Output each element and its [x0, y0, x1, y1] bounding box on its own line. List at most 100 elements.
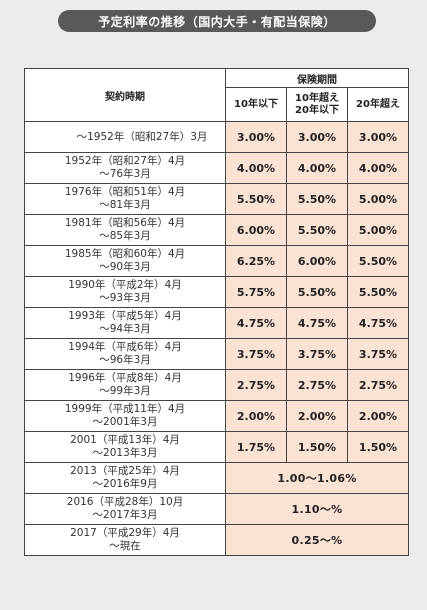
rate-cell: 2.75%	[346, 369, 410, 401]
period-line2: ～96年3月	[99, 354, 151, 366]
period-cell: 1985年（昭和60年）4月 ～90年3月	[24, 245, 226, 277]
rate-cell: 4.75%	[346, 307, 410, 339]
table-row: 1990年（平成2年）4月 ～93年3月 5.75% 5.50% 5.50%	[24, 276, 410, 308]
table-row: ～1952年（昭和27年）3月 3.00% 3.00% 3.00%	[24, 121, 410, 153]
rate-cell: 4.00%	[346, 152, 410, 184]
period-line2: ～現在	[109, 540, 141, 552]
rate-cell: 2.75%	[225, 369, 287, 401]
table-row: 2001（平成13年）4月 ～2013年3月 1.75% 1.50% 1.50%	[24, 431, 410, 463]
rate-cell: 2.00%	[225, 400, 287, 432]
table-row: 2016（平成28年）10月 ～2017年3月 1.10～%	[24, 493, 410, 525]
rate-cell: 1.50%	[286, 431, 348, 463]
rate-cell: 2.00%	[286, 400, 348, 432]
rate-cell: 3.00%	[346, 121, 410, 153]
period-line1: 2013（平成25年）4月	[70, 465, 180, 477]
rate-cell: 6.25%	[225, 245, 287, 277]
header-coverage: 保険期間	[224, 68, 410, 88]
period-cell: 2013（平成25年）4月 ～2016年9月	[24, 462, 226, 494]
period-line1: 1990年（平成2年）4月	[68, 279, 182, 291]
table-row: 1994年（平成6年）4月 ～96年3月 3.75% 3.75% 3.75%	[24, 338, 410, 370]
period-line1: 1994年（平成6年）4月	[68, 341, 182, 353]
period-line1: 1981年（昭和56年）4月	[64, 217, 186, 229]
table-row: 1996年（平成8年）4月 ～99年3月 2.75% 2.75% 2.75%	[24, 369, 410, 401]
rate-cell: 1.75%	[225, 431, 287, 463]
rate-cell: 6.00%	[286, 245, 348, 277]
period-line1: 2016（平成28年）10月	[66, 496, 184, 508]
rate-cell: 5.75%	[225, 276, 287, 308]
header-col-10-20y-line1: 10年超え	[295, 92, 339, 104]
period-line1: 1993年（平成5年）4月	[68, 310, 182, 322]
period-line2: ～90年3月	[99, 261, 151, 273]
rate-cell: 6.00%	[225, 214, 287, 246]
rate-cell: 4.75%	[225, 307, 287, 339]
rate-cell: 3.75%	[286, 338, 348, 370]
rate-cell: 4.00%	[286, 152, 348, 184]
page-title: 予定利率の推移（国内大手・有配当保険）	[58, 10, 376, 32]
period-cell: 1976年（昭和51年）4月 ～81年3月	[24, 183, 226, 215]
period-line1: 2001（平成13年）4月	[70, 434, 180, 446]
rate-cell: 4.00%	[225, 152, 287, 184]
table-row: 1981年（昭和56年）4月 ～85年3月 6.00% 5.50% 5.00%	[24, 214, 410, 246]
table-row: 1976年（昭和51年）4月 ～81年3月 5.50% 5.50% 5.00%	[24, 183, 410, 215]
table-row: 1952年（昭和27年）4月 ～76年3月 4.00% 4.00% 4.00%	[24, 152, 410, 184]
period-line2: ～85年3月	[99, 230, 151, 242]
period-line2: ～2013年3月	[92, 447, 158, 459]
rate-cell-merged: 0.25～%	[224, 524, 410, 556]
rate-cell: 1.50%	[346, 431, 410, 463]
rate-cell: 3.75%	[225, 338, 287, 370]
table-row: 1999年（平成11年）4月 ～2001年3月 2.00% 2.00% 2.00…	[24, 400, 410, 432]
rate-cell: 5.00%	[346, 214, 410, 246]
period-line2: ～99年3月	[99, 385, 151, 397]
rate-cell-merged: 1.00～1.06%	[224, 462, 410, 494]
period-line2: ～81年3月	[99, 199, 151, 211]
rate-cell: 5.50%	[286, 183, 348, 215]
header-col-10-20y: 10年超え 20年以下	[286, 87, 348, 122]
period-line1: 1999年（平成11年）4月	[64, 403, 186, 415]
period-cell: 1981年（昭和56年）4月 ～85年3月	[24, 214, 226, 246]
rate-cell: 5.50%	[346, 245, 410, 277]
table-row: 2017（平成29年）4月 ～現在 0.25～%	[24, 524, 410, 556]
rate-cell: 5.50%	[225, 183, 287, 215]
header-col-10-20y-line2: 20年以下	[295, 104, 339, 116]
rate-cell: 3.00%	[225, 121, 287, 153]
rate-cell: 5.50%	[346, 276, 410, 308]
rate-cell-merged: 1.10～%	[224, 493, 410, 525]
table-row: 1993年（平成5年）4月 ～94年3月 4.75% 4.75% 4.75%	[24, 307, 410, 339]
table-row: 1985年（昭和60年）4月 ～90年3月 6.25% 6.00% 5.50%	[24, 245, 410, 277]
rate-cell: 5.50%	[286, 214, 348, 246]
period-line1: 1985年（昭和60年）4月	[64, 248, 186, 260]
rate-cell: 5.00%	[346, 183, 410, 215]
period-line2: ～76年3月	[99, 168, 151, 180]
period-cell: 1996年（平成8年）4月 ～99年3月	[24, 369, 226, 401]
period-line2: ～94年3月	[99, 323, 151, 335]
period-line2: ～93年3月	[99, 292, 151, 304]
period-line1: 1952年（昭和27年）4月	[64, 155, 186, 167]
rate-cell: 2.75%	[286, 369, 348, 401]
rate-cell: 2.00%	[346, 400, 410, 432]
period-cell: 1999年（平成11年）4月 ～2001年3月	[24, 400, 226, 432]
table-row: 2013（平成25年）4月 ～2016年9月 1.00～1.06%	[24, 462, 410, 494]
period-line1: 1976年（昭和51年）4月	[64, 186, 186, 198]
rate-cell: 5.50%	[286, 276, 348, 308]
rate-cell: 3.00%	[286, 121, 348, 153]
rate-cell: 4.75%	[286, 307, 348, 339]
period-line1: 2017（平成29年）4月	[70, 527, 180, 539]
period-cell: 2016（平成28年）10月 ～2017年3月	[24, 493, 226, 525]
period-cell: 1990年（平成2年）4月 ～93年3月	[24, 276, 226, 308]
period-cell: 1994年（平成6年）4月 ～96年3月	[24, 338, 226, 370]
period-line2: ～2016年9月	[92, 478, 158, 490]
period-line1: 1996年（平成8年）4月	[68, 372, 182, 384]
period-line2: ～2001年3月	[92, 416, 158, 428]
interest-rate-table: 契約時期 保険期間 10年以下 10年超え 20年以下 20年超え ～1952年…	[24, 68, 410, 556]
period-cell: ～1952年（昭和27年）3月	[24, 121, 226, 153]
header-col-10y-under: 10年以下	[225, 87, 287, 122]
period-line2: ～2017年3月	[92, 509, 158, 521]
period-line1: ～1952年（昭和27年）3月	[76, 130, 208, 143]
period-cell: 2001（平成13年）4月 ～2013年3月	[24, 431, 226, 463]
header-col-20y-over: 20年超え	[346, 87, 410, 122]
period-cell: 1993年（平成5年）4月 ～94年3月	[24, 307, 226, 339]
header-period: 契約時期	[24, 68, 226, 122]
period-cell: 1952年（昭和27年）4月 ～76年3月	[24, 152, 226, 184]
rate-cell: 3.75%	[346, 338, 410, 370]
period-cell: 2017（平成29年）4月 ～現在	[24, 524, 226, 556]
